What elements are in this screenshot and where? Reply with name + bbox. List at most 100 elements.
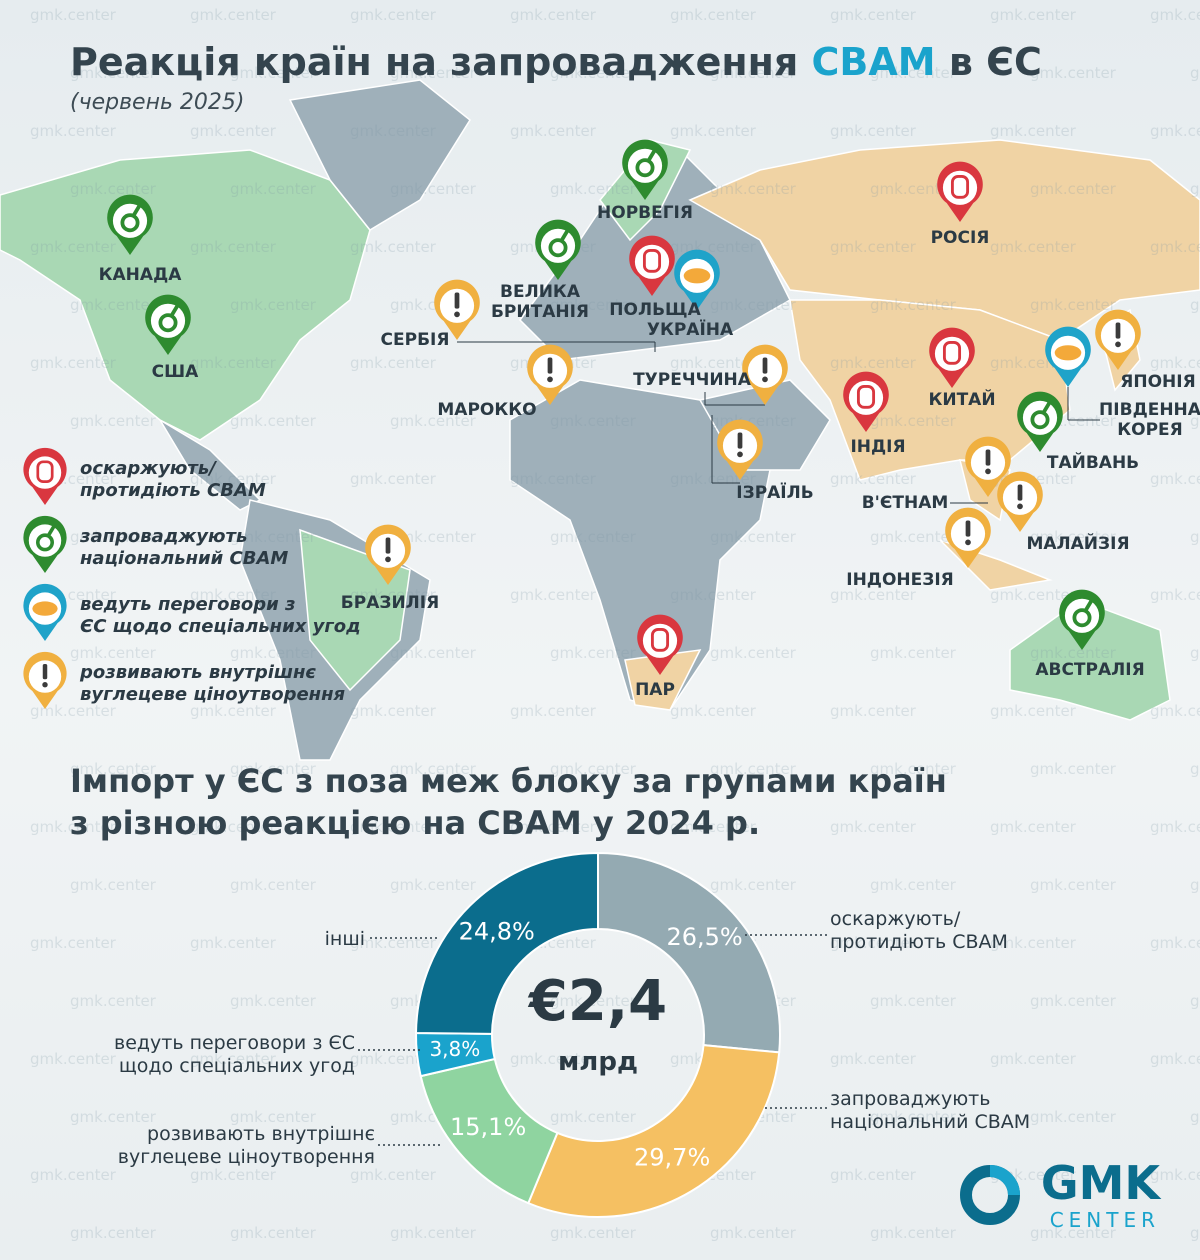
watermark: gmk.center <box>1030 876 1117 894</box>
country-label: ТАЙВАНЬ <box>1046 453 1140 473</box>
watermark: gmk.center <box>870 876 957 894</box>
watermark: gmk.center <box>510 818 597 836</box>
map-pin <box>674 249 720 310</box>
watermark: gmk.center <box>870 760 957 778</box>
icon-ok <box>120 213 140 233</box>
watermark: gmk.center <box>670 6 757 24</box>
watermark: gmk.center <box>670 818 757 836</box>
watermark: gmk.center <box>70 64 157 82</box>
icon-exclam <box>965 520 971 537</box>
watermark: gmk.center <box>190 1050 277 1068</box>
watermark: gmk.center <box>1150 6 1200 24</box>
icon-exclam <box>1115 322 1121 339</box>
watermark: gmk.center <box>350 6 437 24</box>
country-label: МАЛАЙЗІЯ <box>1026 534 1130 554</box>
country-label: ПІВДЕННА КОРЕЯ <box>1099 400 1200 440</box>
country-label: ПОЛЬЩА <box>609 300 701 320</box>
watermark: gmk.center <box>390 64 477 82</box>
land <box>288 79 471 231</box>
brand-sub: CENTER <box>1049 1208 1160 1232</box>
legend-label: ведуть переговори з ЄС щодо спеціальних … <box>80 594 361 637</box>
watermark: gmk.center <box>230 296 317 314</box>
icon-ok <box>35 533 55 552</box>
value-label: 15,1% <box>450 1113 526 1141</box>
country-label: ТУРЕЧЧИНА <box>633 370 751 390</box>
land <box>688 139 1200 341</box>
watermark: gmk.center <box>870 180 957 198</box>
map-pin <box>434 279 480 340</box>
country-label: ЯПОНІЯ <box>1120 372 1196 392</box>
country-label: МАРОККО <box>437 400 537 420</box>
watermark: gmk.center <box>390 760 477 778</box>
watermark: gmk.center <box>830 6 917 24</box>
icon-hand <box>950 174 970 199</box>
icon-exclam-dot <box>454 311 460 318</box>
icon-ok-finger <box>170 304 180 317</box>
country-label: РОСІЯ <box>930 228 990 248</box>
watermark: gmk.center <box>550 528 637 546</box>
pin-face <box>150 303 186 338</box>
country-label: США <box>151 362 199 382</box>
watermark: gmk.center <box>550 1224 637 1242</box>
watermark: gmk.center <box>1190 528 1200 546</box>
watermark: gmk.center <box>1150 1166 1200 1184</box>
watermark: gmk.center <box>830 1166 917 1184</box>
watermark: gmk.center <box>230 992 317 1010</box>
watermark: gmk.center <box>190 586 277 604</box>
watermark: gmk.center <box>30 354 117 372</box>
map-pin <box>535 219 581 280</box>
watermark: gmk.center <box>870 412 957 430</box>
title-highlight: CBAM <box>811 40 936 84</box>
land <box>0 149 371 441</box>
donut-segment <box>526 1044 781 1218</box>
icon-handshake <box>1054 345 1082 361</box>
watermark: gmk.center <box>70 180 157 198</box>
watermark: gmk.center <box>710 64 797 82</box>
watermark: gmk.center <box>830 586 917 604</box>
icon-handshake <box>683 268 711 284</box>
icon-ok <box>158 313 178 333</box>
watermark: gmk.center <box>30 934 117 952</box>
map-pin <box>997 471 1043 532</box>
icon-ok-finger <box>1084 599 1094 612</box>
slice-label: інші <box>324 928 365 950</box>
watermark: gmk.center <box>1150 354 1200 372</box>
watermark: gmk.center <box>870 64 957 82</box>
watermark: gmk.center <box>870 644 957 662</box>
icon-ok <box>1030 410 1050 430</box>
watermark: gmk.center <box>550 64 637 82</box>
watermark: gmk.center <box>1030 64 1117 82</box>
watermark: gmk.center <box>1190 1224 1200 1242</box>
map-pin <box>629 235 675 296</box>
center-unit: млрд <box>558 1047 638 1077</box>
icon-exclam-dot <box>1017 503 1023 510</box>
country-label: В'ЄТНАМ <box>861 493 949 513</box>
watermark: gmk.center <box>350 586 437 604</box>
watermark: gmk.center <box>510 1050 597 1068</box>
slice-label: ведуть переговори з ЄС щодо спеціальних … <box>114 1032 355 1077</box>
icon-exclam-dot <box>985 468 991 475</box>
map-pin <box>23 651 67 709</box>
icon-exclam-dot <box>547 376 553 383</box>
watermark: gmk.center <box>550 180 637 198</box>
watermark: gmk.center <box>1190 876 1200 894</box>
watermark: gmk.center <box>30 1050 117 1068</box>
watermark: gmk.center <box>870 992 957 1010</box>
watermark: gmk.center <box>830 354 917 372</box>
watermark: gmk.center <box>550 644 637 662</box>
watermark: gmk.center <box>990 6 1077 24</box>
watermark: gmk.center <box>830 702 917 720</box>
icon-ok-finger <box>647 149 657 162</box>
map-pin <box>637 614 683 675</box>
watermark: gmk.center <box>30 122 117 140</box>
pin-face <box>28 524 62 557</box>
watermark: gmk.center <box>1190 760 1200 778</box>
watermark: gmk.center <box>510 6 597 24</box>
slice-label: розвивають внутрішнє вуглецеве ціноутвор… <box>117 1123 375 1168</box>
watermark: gmk.center <box>990 818 1077 836</box>
watermark: gmk.center <box>1030 180 1117 198</box>
watermark: gmk.center <box>1190 180 1200 198</box>
watermark: gmk.center <box>70 1108 157 1126</box>
map-pin <box>527 344 573 405</box>
subtitle: (червень 2025) <box>70 90 245 115</box>
